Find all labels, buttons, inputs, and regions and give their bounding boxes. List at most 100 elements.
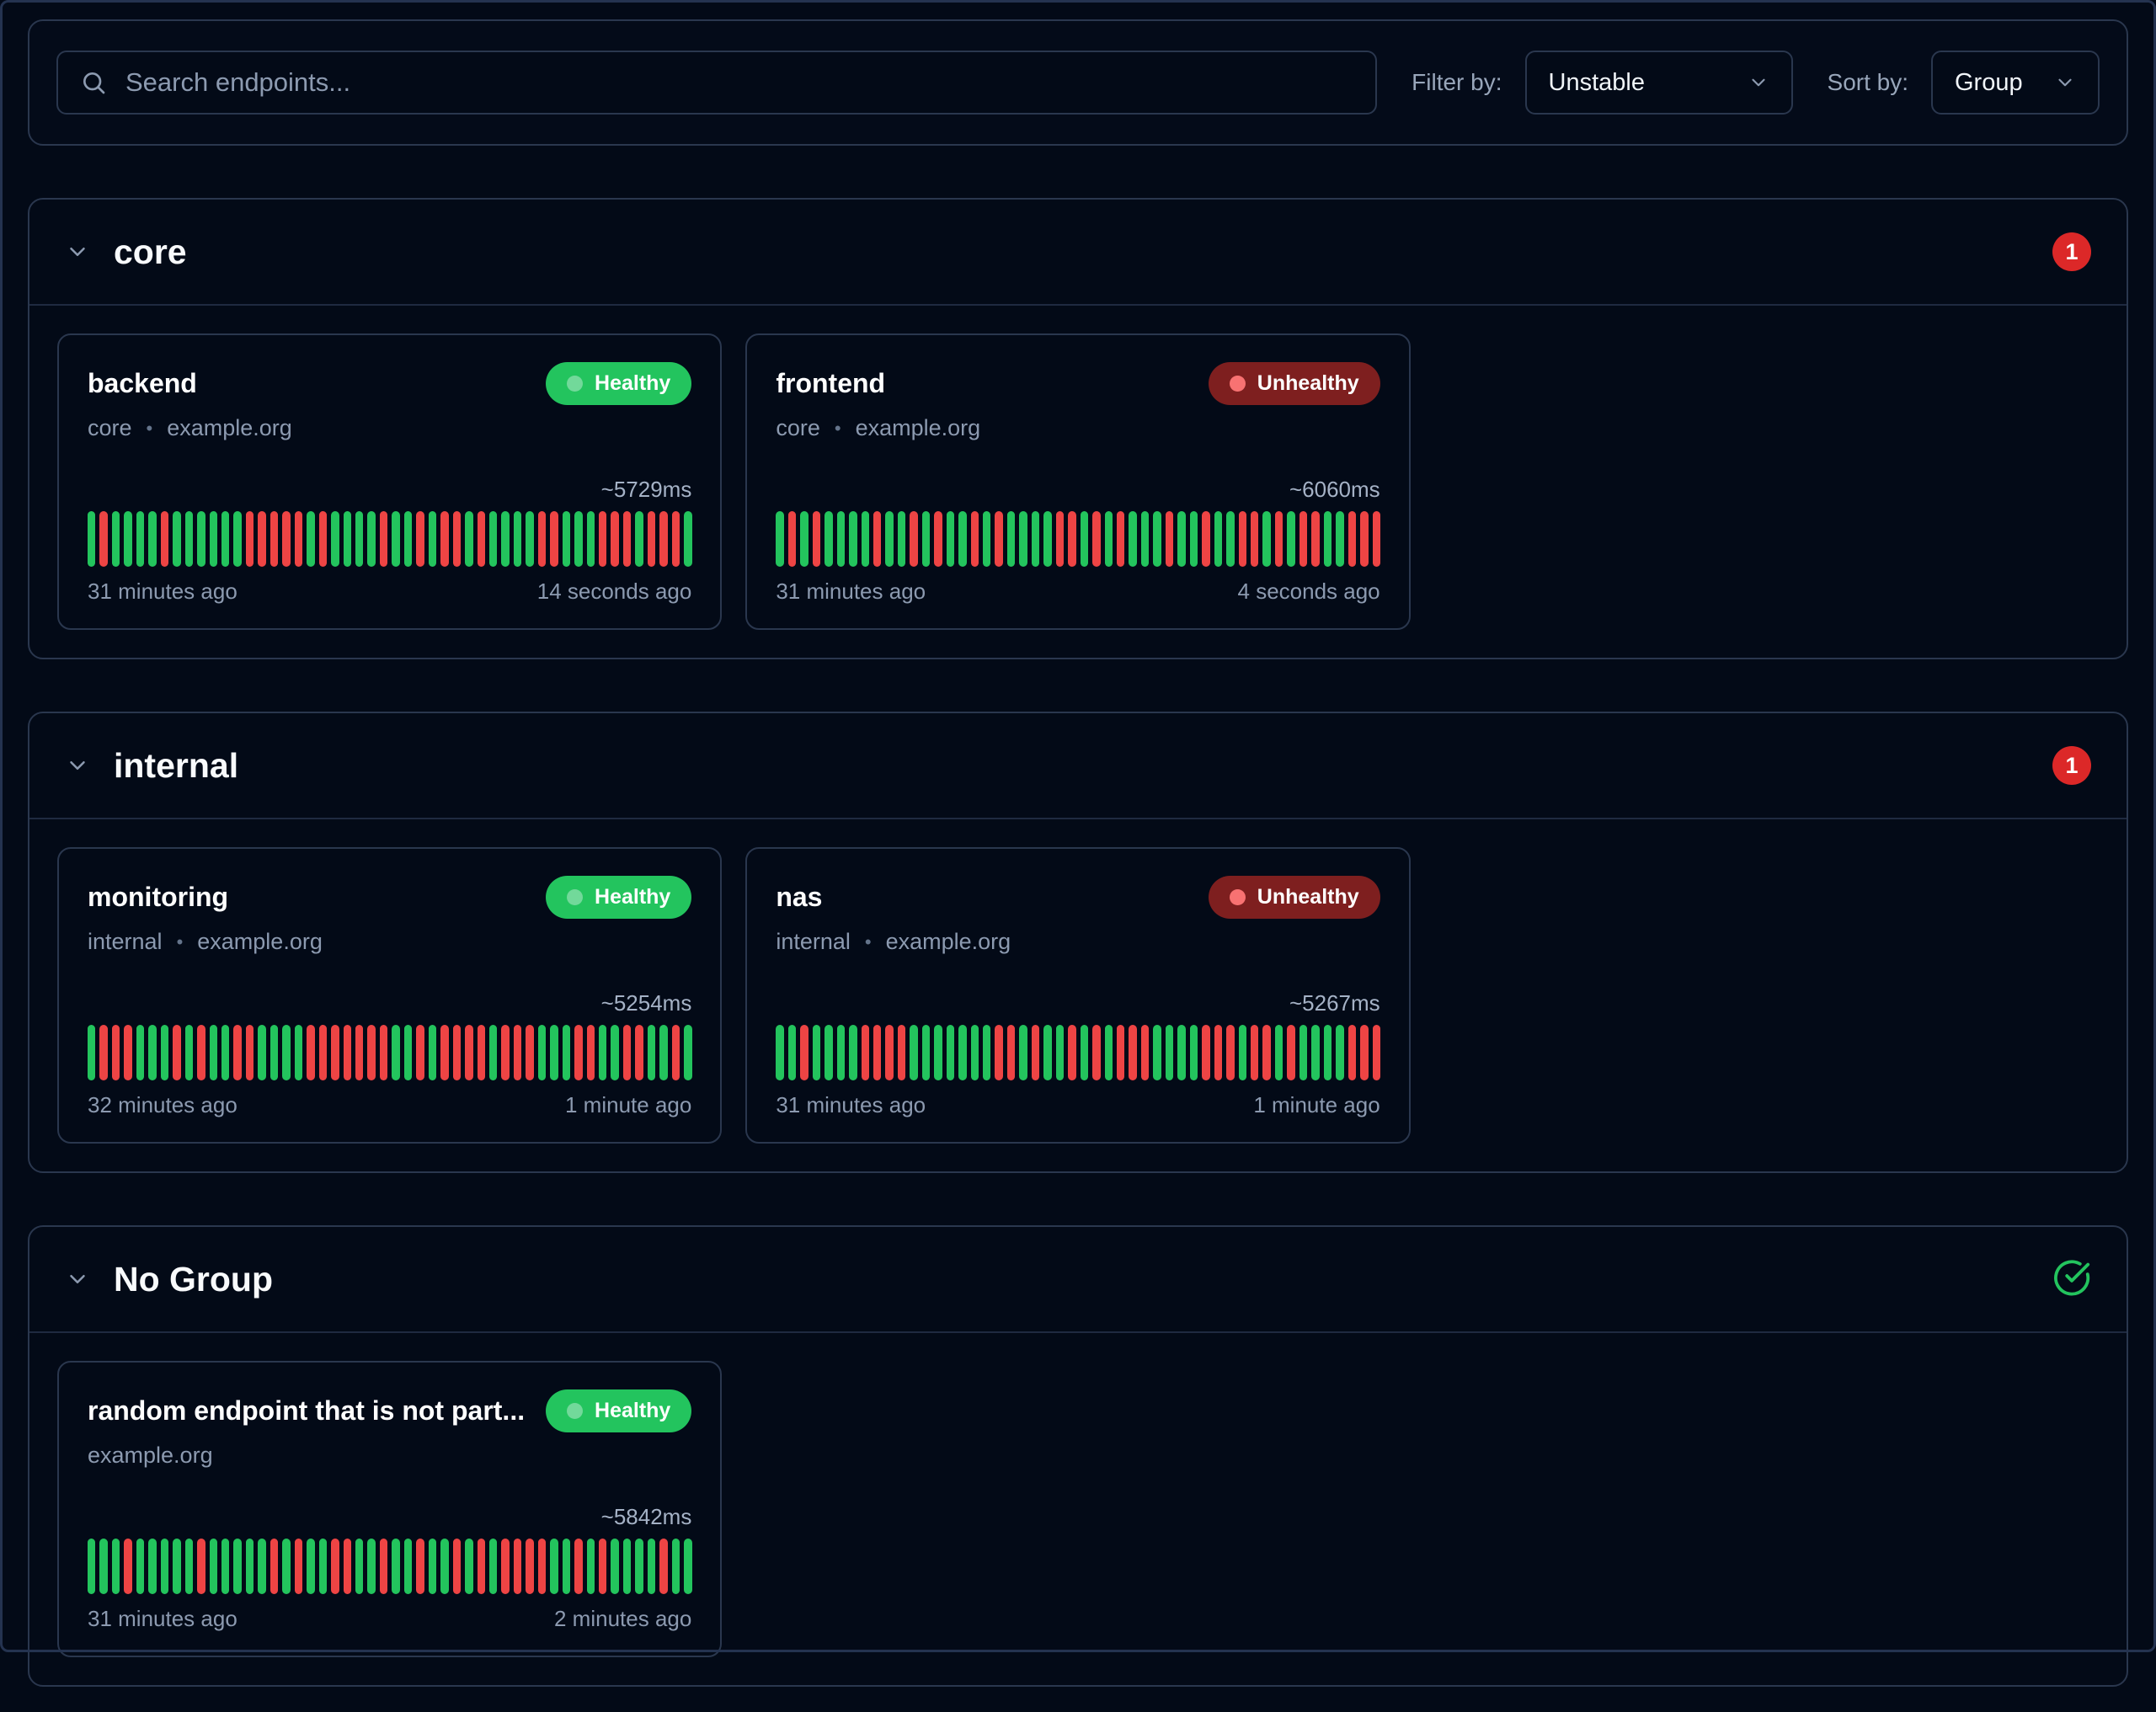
health-bar[interactable] [452,511,462,567]
health-bar[interactable] [258,511,266,567]
health-bar[interactable] [379,1025,388,1080]
health-bar[interactable] [160,1539,169,1594]
health-bar[interactable] [233,511,242,567]
health-bar[interactable] [209,1025,217,1080]
health-bar[interactable] [599,1025,607,1080]
health-bar[interactable] [477,1539,485,1594]
health-bar[interactable] [671,1025,680,1080]
health-bar[interactable] [318,511,328,567]
health-bar[interactable] [160,511,169,567]
health-bar[interactable] [861,1025,869,1080]
health-bar[interactable] [684,1539,692,1594]
health-bar[interactable] [550,1025,558,1080]
health-bar[interactable] [1262,1025,1271,1080]
health-bar[interactable] [1140,1025,1150,1080]
health-bar[interactable] [611,511,619,567]
health-bar[interactable] [173,1539,181,1594]
health-bar[interactable] [1311,1025,1320,1080]
health-bar[interactable] [836,511,846,567]
health-bar[interactable] [800,511,808,567]
health-bar[interactable] [684,1025,692,1080]
health-bar[interactable] [885,511,894,567]
health-bar[interactable] [148,1539,157,1594]
health-bar[interactable] [124,1025,132,1080]
health-bar[interactable] [787,511,797,567]
health-bar[interactable] [209,1539,217,1594]
health-bar[interactable] [1165,1025,1174,1080]
health-bar[interactable] [184,1025,194,1080]
health-bar[interactable] [173,1025,181,1080]
health-bar[interactable] [148,1025,157,1080]
health-bar[interactable] [684,511,692,567]
endpoint-card[interactable]: nas Unhealthy internal • example.org ~5267… [745,847,1411,1144]
health-bar[interactable] [416,1025,424,1080]
health-bar[interactable] [1262,511,1271,567]
health-bar[interactable] [849,1025,857,1080]
health-bar[interactable] [934,511,942,567]
health-bar[interactable] [270,511,279,567]
health-bar[interactable] [983,511,991,567]
health-bar[interactable] [513,511,522,567]
health-bar[interactable] [800,1025,808,1080]
health-bar[interactable] [599,1539,607,1594]
health-bar[interactable] [1299,1025,1308,1080]
health-bar[interactable] [1177,511,1186,567]
health-bar[interactable] [1251,1025,1259,1080]
health-bar[interactable] [946,511,955,567]
uptime-bars[interactable] [88,511,692,567]
health-bar[interactable] [392,1025,400,1080]
health-bar[interactable] [1238,511,1246,567]
health-bar[interactable] [111,511,120,567]
health-bar[interactable] [428,511,437,567]
search-input[interactable] [124,67,1354,99]
health-bar[interactable] [635,1025,643,1080]
health-bar[interactable] [88,1025,96,1080]
group-header[interactable]: internal 1 [29,713,2127,819]
health-bar[interactable] [282,511,291,567]
health-bar[interactable] [1104,1025,1113,1080]
health-bar[interactable] [1226,1025,1235,1080]
health-bar[interactable] [1336,1025,1344,1080]
health-bar[interactable] [647,1025,656,1080]
health-bar[interactable] [379,511,388,567]
health-bar[interactable] [124,1539,132,1594]
health-bar[interactable] [671,1539,680,1594]
health-bar[interactable] [825,1025,833,1080]
health-bar[interactable] [367,1025,376,1080]
health-bar[interactable] [647,511,656,567]
health-bar[interactable] [318,1539,328,1594]
health-bar[interactable] [586,1539,595,1594]
health-bar[interactable] [270,1025,279,1080]
health-bar[interactable] [465,1539,473,1594]
health-bar[interactable] [403,1539,413,1594]
health-bar[interactable] [562,1025,571,1080]
health-bar[interactable] [1238,1025,1246,1080]
health-bar[interactable] [1068,1025,1076,1080]
health-bar[interactable] [526,1539,534,1594]
health-bar[interactable] [1055,511,1065,567]
health-bar[interactable] [1372,511,1380,567]
health-bar[interactable] [294,1025,303,1080]
health-bar[interactable] [331,1539,339,1594]
health-bar[interactable] [873,511,882,567]
health-bar[interactable] [513,1539,522,1594]
health-bar[interactable] [1274,1025,1283,1080]
health-bar[interactable] [537,1025,547,1080]
health-bar[interactable] [671,511,680,567]
health-bar[interactable] [1031,511,1040,567]
health-bar[interactable] [1019,1025,1027,1080]
health-bar[interactable] [367,1539,376,1594]
health-bar[interactable] [392,1539,400,1594]
health-bar[interactable] [1372,1025,1380,1080]
health-bar[interactable] [1360,511,1369,567]
health-bar[interactable] [812,1025,821,1080]
health-bar[interactable] [160,1025,169,1080]
uptime-bars[interactable] [776,511,1380,567]
health-bar[interactable] [958,1025,967,1080]
health-bar[interactable] [921,511,931,567]
health-bar[interactable] [995,1025,1003,1080]
health-bar[interactable] [586,511,595,567]
health-bar[interactable] [1117,511,1125,567]
health-bar[interactable] [1299,511,1308,567]
health-bar[interactable] [197,1539,205,1594]
